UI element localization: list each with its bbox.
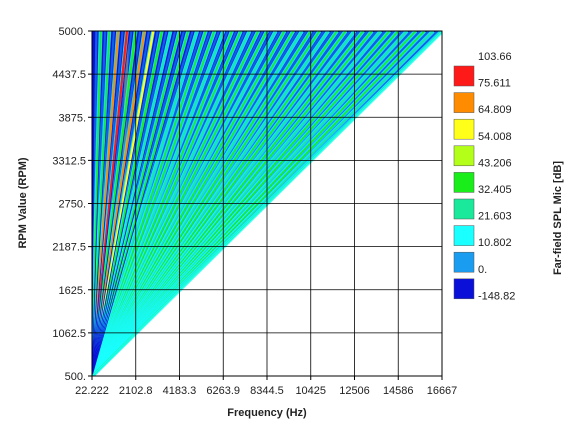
colorbar-label: 54.008 <box>478 131 512 143</box>
colorbar-label: -148.82 <box>478 290 515 302</box>
colorbar-swatch <box>453 225 475 246</box>
y-tick-label: 2750. <box>58 199 86 211</box>
colorbar-swatch <box>453 65 475 87</box>
colorbar <box>453 65 475 300</box>
colorbar-label: 64.809 <box>478 104 512 116</box>
y-tick-label: 1062.5 <box>52 328 86 340</box>
colorbar-swatch <box>453 172 475 193</box>
colorbar-label: 10.802 <box>478 237 512 249</box>
x-tick-label: 16667 <box>427 385 458 397</box>
colorbar-swatch <box>453 92 475 113</box>
x-tick-label: 10425 <box>295 385 326 397</box>
y-tick-label: 3312.5 <box>52 155 86 167</box>
colorbar-swatch <box>453 251 475 273</box>
x-tick-label: 14586 <box>383 385 414 397</box>
y-tick-label: 5000. <box>58 26 86 38</box>
x-tick-label: 22.222 <box>75 385 109 397</box>
y-axis-ticks: 500. 1062.5 1625. 2187.5 2750. 3312.5 3875. 443… <box>52 26 92 383</box>
colorbar-labels: 103.66 75.611 64.809 54.008 43.206 32.405 21.6… <box>478 51 515 302</box>
x-tick-label: 8344.5 <box>250 385 284 397</box>
colorbar-swatch <box>453 118 475 140</box>
y-tick-label: 500. <box>65 371 86 383</box>
x-tick-label: 4183.3 <box>163 385 197 397</box>
colorbar-title: Far-field SPL Mic [dB] <box>552 161 564 275</box>
y-tick-label: 4437.5 <box>52 69 86 81</box>
y-axis-title: RPM Value (RPM) <box>17 157 29 248</box>
y-tick-label: 2187.5 <box>52 242 86 254</box>
x-tick-label: 12506 <box>339 385 370 397</box>
x-tick-label: 6263.9 <box>206 385 240 397</box>
colorbar-label: 21.603 <box>478 211 512 223</box>
colorbar-swatch <box>453 198 475 220</box>
y-tick-label: 1625. <box>58 285 86 297</box>
x-tick-label: 2102.8 <box>119 385 153 397</box>
colorbar-swatch <box>453 278 475 300</box>
x-axis-ticks: 22.222 2102.8 4183.3 6263.9 8344.5 10425 12506… <box>75 376 457 397</box>
colorbar-label: 103.66 <box>478 51 512 63</box>
y-tick-label: 3875. <box>58 112 86 124</box>
colorbar-label: 0. <box>478 264 487 276</box>
colorbar-label: 32.405 <box>478 184 512 196</box>
x-axis-title: Frequency (Hz) <box>227 407 307 419</box>
colorbar-swatch <box>453 145 475 167</box>
colorbar-label: 75.611 <box>478 78 511 90</box>
colorbar-label: 43.206 <box>478 157 512 169</box>
